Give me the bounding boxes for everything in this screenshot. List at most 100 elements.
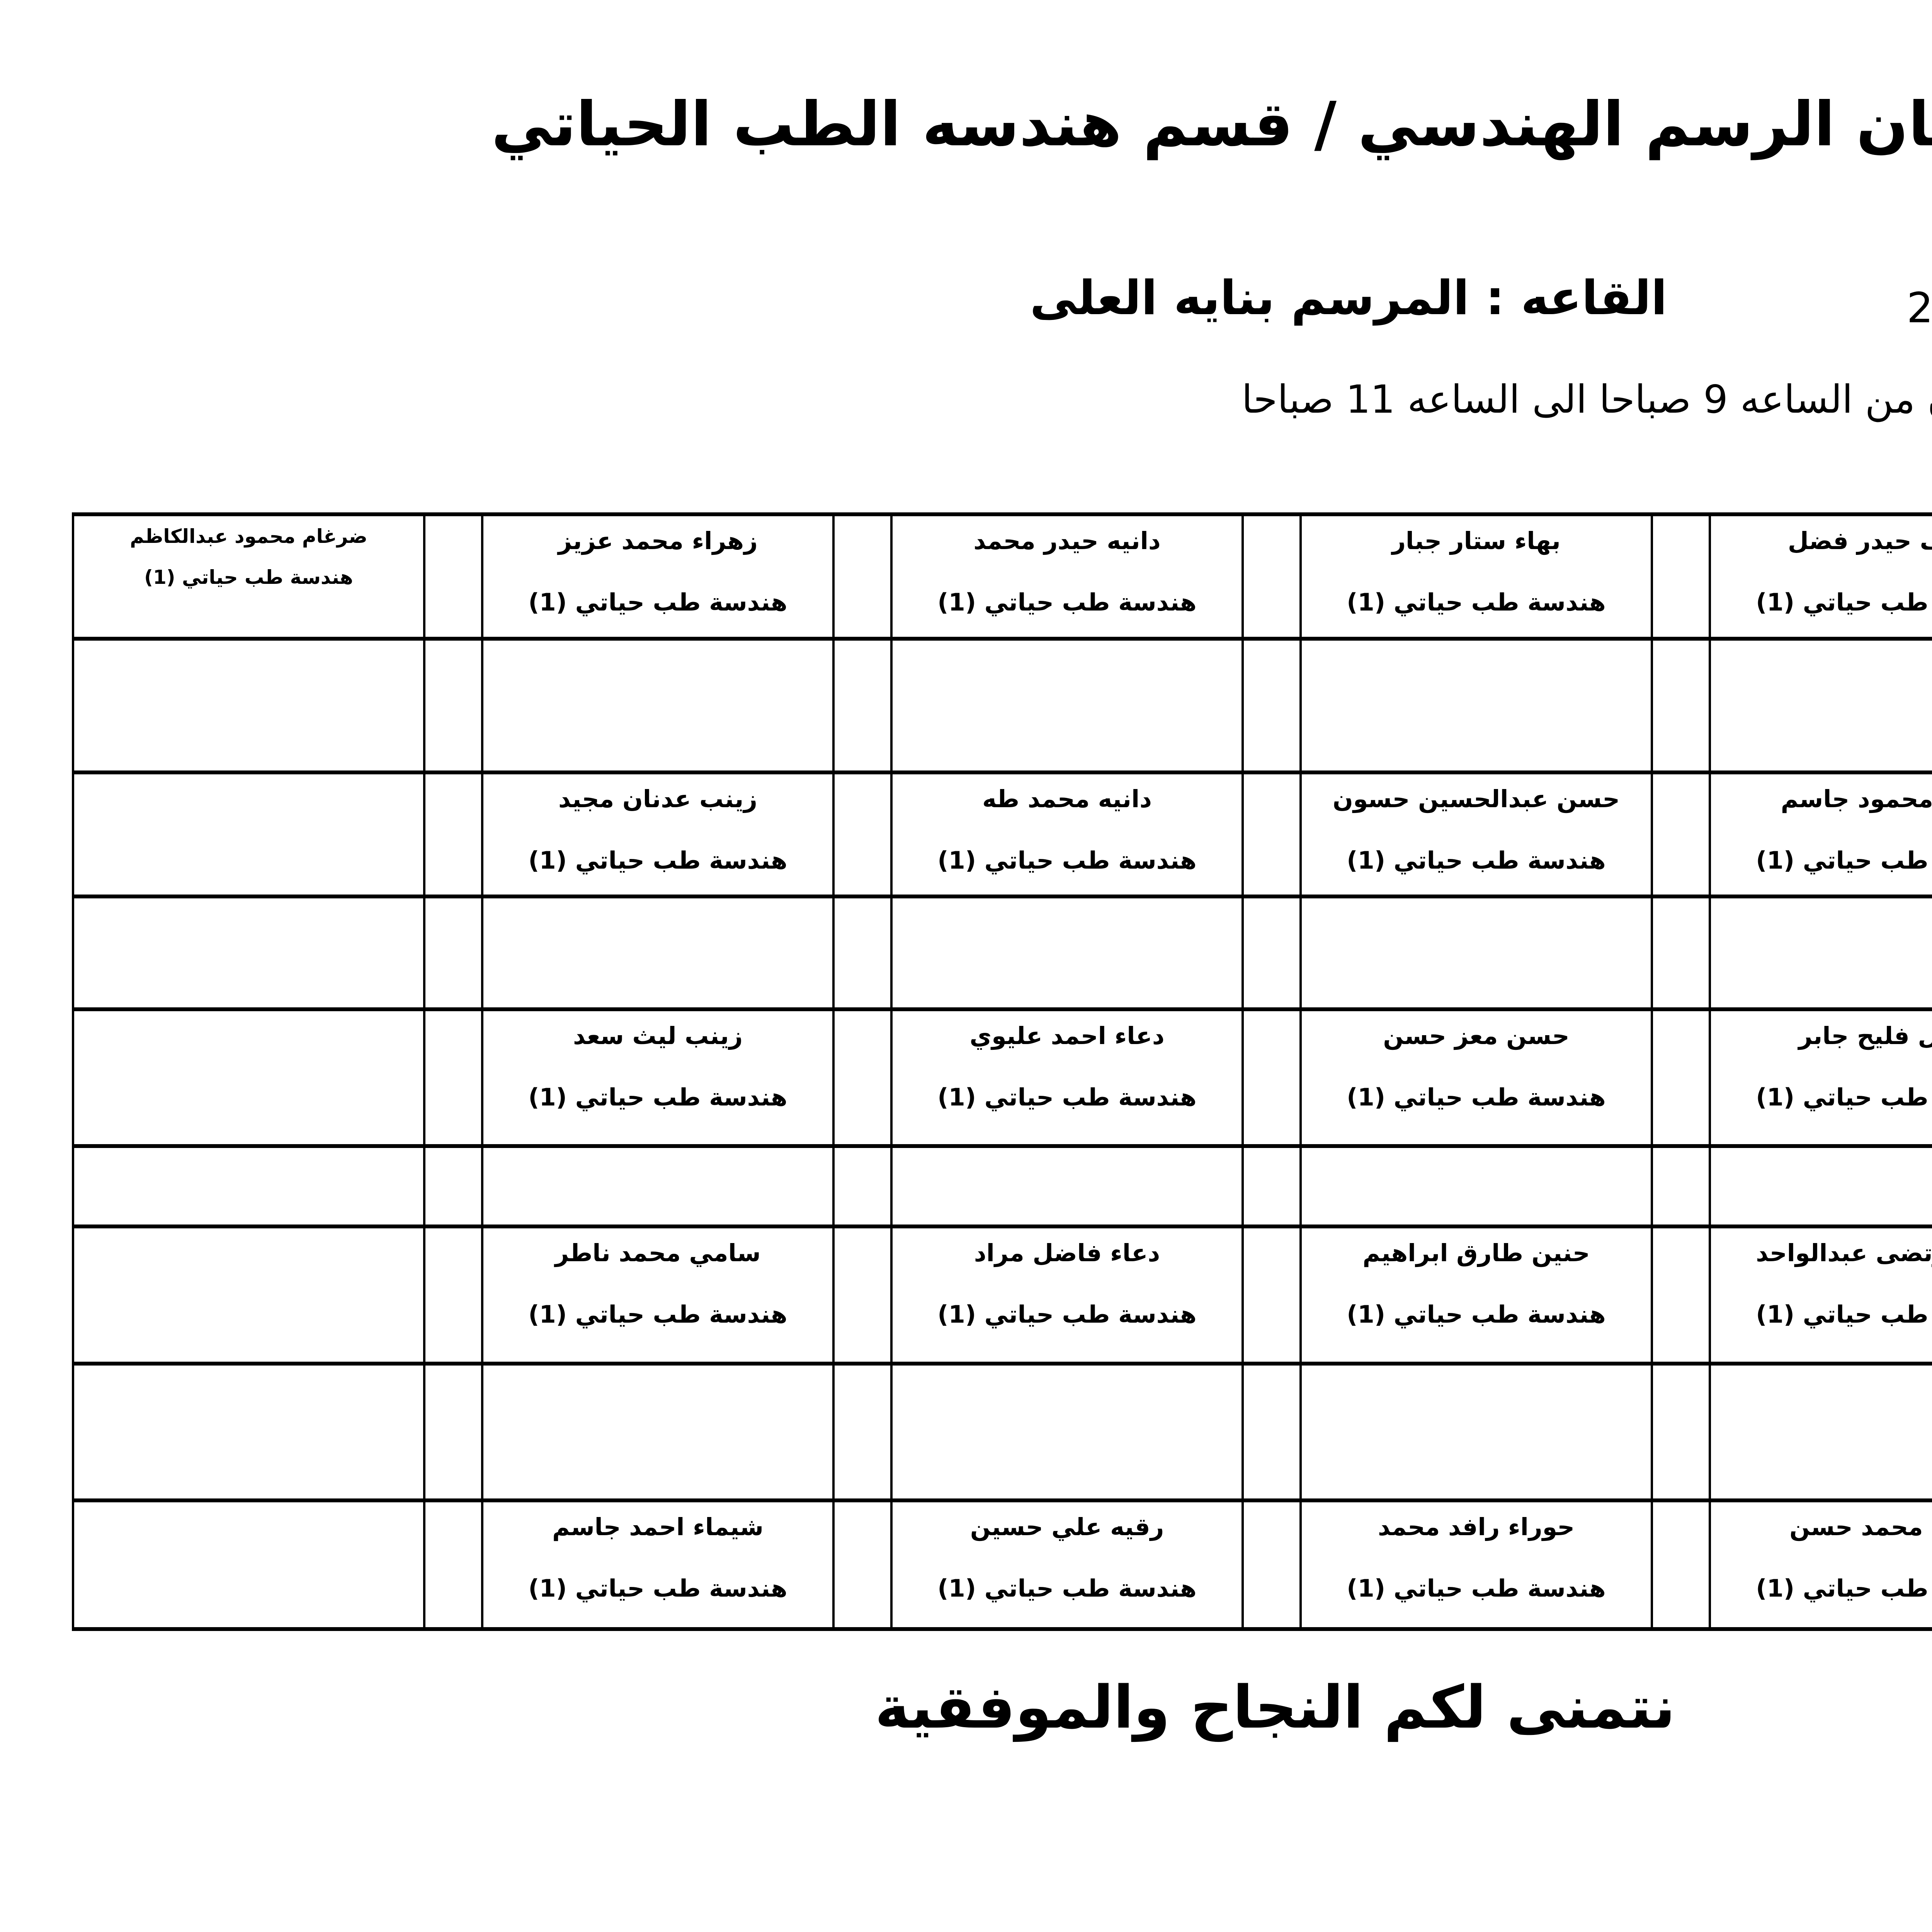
seat-cell: شيماء احمد جاسم هندسة طب حياتي (1) <box>481 1498 835 1631</box>
spacer-cell <box>423 1007 483 1148</box>
student-name: دعاء فاضل مراد <box>974 1239 1160 1267</box>
student-name: بتول فليح جابر <box>1798 1022 1932 1050</box>
student-name: حوراء رافد محمد <box>1378 1513 1575 1541</box>
spacer-cell <box>832 1498 893 1631</box>
spacer-cell <box>1242 770 1302 898</box>
seat-cell <box>481 1144 835 1228</box>
spacer-cell <box>423 1144 483 1228</box>
spacer-cell <box>832 1007 893 1148</box>
seat-cell: بتول فليح جابر هندسة طب حياتي (1) <box>1709 1007 1932 1148</box>
course-label: هندسة طب حياتي (1) <box>528 1083 787 1112</box>
course-label: هندسة طب حياتي (1) <box>528 1574 787 1603</box>
seat-cell: دعاء احمد عليوي هندسة طب حياتي (1) <box>890 1007 1244 1148</box>
spacer-cell <box>1651 770 1711 898</box>
room-label: القاعه : المرسم بنايه العلى <box>1030 270 1667 325</box>
student-name: حسن عبدالحسين حسون <box>1332 785 1620 813</box>
course-label: هندسة طب حياتي (1) <box>528 1300 787 1329</box>
course-label: هندسة طب حياتي (1) <box>528 846 787 875</box>
seat-row: ايات محمد هاديهندسة طب حياتي (1)بنين محم… <box>72 1498 1932 1631</box>
spacer-cell <box>832 770 893 898</box>
course-label: هندسة طب حياتي (1) <box>937 1083 1197 1112</box>
seat-cell: باقر محمود جاسم هندسة طب حياتي (1) <box>1709 770 1932 898</box>
course-label: هندسة طب حياتي (1) <box>1347 1574 1606 1603</box>
seat-cell <box>1299 895 1653 1011</box>
course-label: هندسة طب حياتي (1) <box>1756 1083 1932 1112</box>
course-label: هندسة طب حياتي (1) <box>528 588 787 617</box>
seat-cell <box>72 895 425 1011</box>
exam-date: يوم الخميس2021 /4/15 <box>1907 284 1932 332</box>
course-label: هندسة طب حياتي (1) <box>937 846 1197 875</box>
course-label: هندسة طب حياتي (1) <box>1756 588 1932 617</box>
seat-cell: بنين محمد حسن هندسة طب حياتي (1) <box>1709 1498 1932 1631</box>
spacer-cell <box>1242 637 1302 774</box>
empty-row <box>72 637 1932 774</box>
student-name: باقر محمود جاسم <box>1781 785 1932 813</box>
course-label: هندسة طب حياتي (1) <box>1347 846 1606 875</box>
seat-cell <box>72 1144 425 1228</box>
seat-cell <box>1709 1144 1932 1228</box>
seat-row: ابراهيم رحيم عبداللههندسة طب حياتي (1)اي… <box>72 512 1932 641</box>
student-name: ضرغام محمود عبدالكاظم <box>130 525 367 548</box>
spacer-cell <box>832 1144 893 1228</box>
seat-cell <box>72 1225 425 1366</box>
spacer-cell <box>1651 1362 1711 1502</box>
spacer-cell <box>423 637 483 774</box>
spacer-cell <box>1242 1144 1302 1228</box>
student-name: دانيه محمد طه <box>982 785 1152 813</box>
seat-cell <box>481 1362 835 1502</box>
seat-cell: زينب عدنان مجيد هندسة طب حياتي (1) <box>481 770 835 898</box>
course-label: هندسة طب حياتي (1) <box>1347 1083 1606 1112</box>
spacer-cell <box>1651 512 1711 641</box>
seat-cell <box>1709 637 1932 774</box>
course-label: هندسة طب حياتي (1) <box>1347 588 1606 617</box>
seat-cell <box>1709 895 1932 1011</box>
seat-cell <box>72 770 425 898</box>
seat-cell: بهاء ستار جبار هندسة طب حياتي (1) <box>1299 512 1653 641</box>
seat-cell <box>1299 1362 1653 1502</box>
date-value: 2021 /4/15 <box>1906 284 1932 332</box>
seating-table: ابراهيم رحيم عبداللههندسة طب حياتي (1)اي… <box>72 512 1932 1631</box>
seat-cell <box>1299 637 1653 774</box>
course-label: هندسة طب حياتي (1) <box>1347 1300 1606 1329</box>
seat-row: احمد هاشم عباسهندسة طب حياتي (1)بتول فلي… <box>72 1007 1932 1148</box>
seat-cell <box>481 895 835 1011</box>
spacer-cell <box>1651 1007 1711 1148</box>
group-info: المجموعه (C) يبدأ الامتحان من الساعه 9 ص… <box>1242 377 1932 422</box>
seat-cell <box>890 637 1244 774</box>
seat-cell: حسن عبدالحسين حسون هندسة طب حياتي (1) <box>1299 770 1653 898</box>
seat-cell: زهراء محمد عزيز هندسة طب حياتي (1) <box>481 512 835 641</box>
seat-cell <box>481 637 835 774</box>
seat-cell: ضرغام محمود عبدالكاظم هندسة طب حياتي (1) <box>72 512 425 641</box>
student-name: رقيه علي حسين <box>970 1513 1164 1541</box>
seat-cell: رقيه علي حسين هندسة طب حياتي (1) <box>890 1498 1244 1631</box>
seat-cell: ايلاف حيدر فضل هندسة طب حياتي (1) <box>1709 512 1932 641</box>
student-name: زينب عدنان مجيد <box>558 785 757 813</box>
student-name: شيماء احمد جاسم <box>552 1513 764 1541</box>
student-name: زهراء محمد عزيز <box>558 527 758 555</box>
course-label: هندسة طب حياتي (1) <box>1756 846 1932 875</box>
seat-cell: حوراء رافد محمد هندسة طب حياتي (1) <box>1299 1498 1653 1631</box>
spacer-cell <box>832 895 893 1011</box>
student-name: دعاء احمد عليوي <box>969 1022 1165 1050</box>
seat-cell: دانيه حيدر محمد هندسة طب حياتي (1) <box>890 512 1244 641</box>
spacer-cell <box>832 1225 893 1366</box>
course-label: هندسة طب حياتي (1) <box>144 566 353 588</box>
seat-cell <box>1299 1144 1653 1228</box>
student-name: حسن معز حسن <box>1383 1022 1570 1050</box>
student-name: حنين طارق ابراهيم <box>1362 1239 1590 1267</box>
student-name: بهاء ستار جبار <box>1392 527 1561 555</box>
spacer-cell <box>423 1498 483 1631</box>
course-label: هندسة طب حياتي (1) <box>937 1574 1197 1603</box>
course-label: هندسة طب حياتي (1) <box>937 1300 1197 1329</box>
spacer-cell <box>1242 1362 1302 1502</box>
spacer-cell <box>1242 895 1302 1011</box>
spacer-cell <box>1651 895 1711 1011</box>
student-name: دانيه حيدر محمد <box>973 527 1161 555</box>
seat-cell <box>72 637 425 774</box>
spacer-cell <box>1651 637 1711 774</box>
seating-body: ابراهيم رحيم عبداللههندسة طب حياتي (1)اي… <box>72 512 1932 1631</box>
seat-cell: حسن معز حسن هندسة طب حياتي (1) <box>1299 1007 1653 1148</box>
seat-cell <box>72 1007 425 1148</box>
seat-cell: حنين طارق ابراهيم هندسة طب حياتي (1) <box>1299 1225 1653 1366</box>
